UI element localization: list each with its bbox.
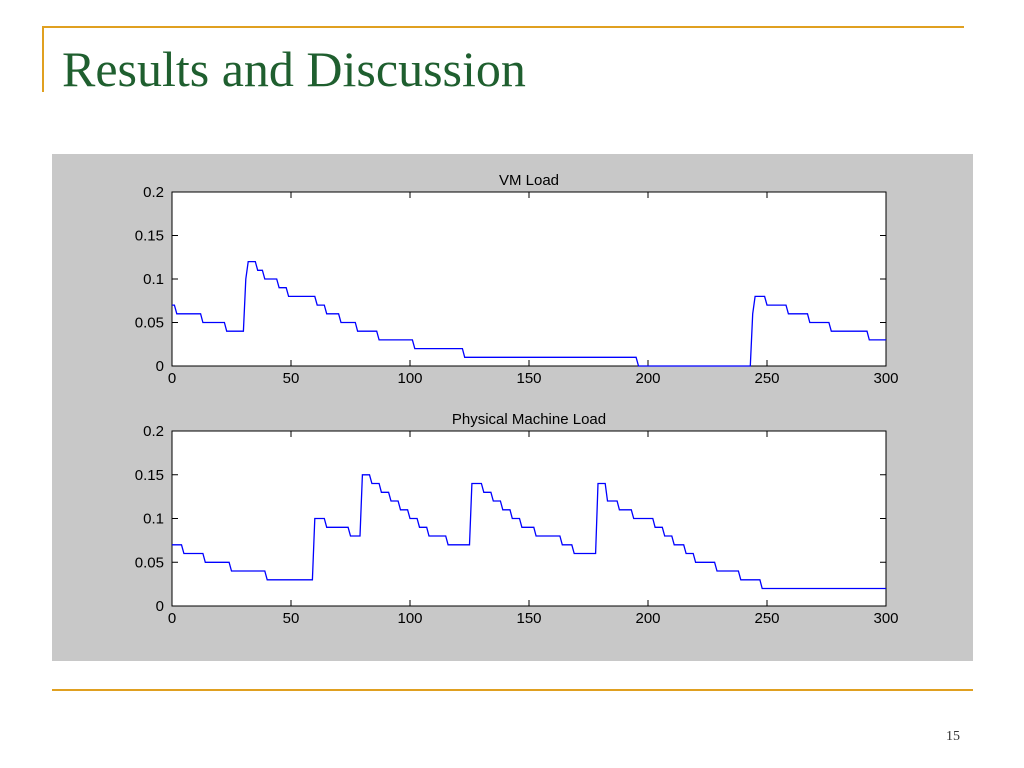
page-number: 15: [946, 729, 960, 744]
physical-machine-load-y-tick-label: 0.05: [135, 554, 164, 571]
physical-machine-load-x-tick-label: 100: [397, 610, 422, 627]
physical-machine-load-series-line: [172, 474, 886, 590]
vm-load-x-tick-label: 250: [754, 370, 779, 387]
physical-machine-load-y-tick-label: 0.2: [143, 423, 164, 440]
vm-load-y-tick-label: 0.15: [135, 228, 164, 245]
physical-machine-load-x-tick-label: 150: [516, 610, 541, 627]
physical-machine-load-x-tick-label: 0: [168, 610, 176, 627]
vm-load-x-tick-label: 300: [873, 370, 898, 387]
physical-machine-load-y-tick-label: 0: [156, 598, 164, 615]
vm-load-x-tick-label: 50: [283, 370, 300, 387]
vm-load-y-tick-label: 0.2: [143, 184, 164, 201]
vm-load-x-tick-label: 200: [635, 370, 660, 387]
left-accent-line: [42, 26, 44, 92]
vm-load-y-tick-label: 0: [156, 358, 164, 375]
vm-load-title: VM Load: [499, 172, 559, 189]
vm-load-series-line: [172, 260, 886, 367]
top-accent-line: [42, 26, 964, 28]
physical-machine-load-x-tick-label: 50: [283, 610, 300, 627]
physical-machine-load-plot-area: [171, 430, 887, 607]
bottom-accent-line: [52, 689, 973, 691]
chart-figure: VM Load 0 50 100 150 200 250 300 0 0.05 0.1 0.15 0.2…: [135, 172, 899, 627]
physical-machine-load-y-tick-label: 0.1: [143, 511, 164, 528]
physical-machine-load-x-tick-label: 200: [635, 610, 660, 627]
vm-load-x-tick-label: 100: [397, 370, 422, 387]
vm-load-x-tick-label: 0: [168, 370, 176, 387]
vm-load-x-tick-label: 150: [516, 370, 541, 387]
physical-machine-load-title: Physical Machine Load: [452, 411, 606, 428]
vm-load-plot-area: [171, 191, 887, 367]
vm-load-y-tick-label: 0.1: [143, 271, 164, 288]
physical-machine-load-x-tick-label: 250: [754, 610, 779, 627]
vm-load-y-tick-label: 0.05: [135, 315, 164, 332]
physical-machine-load-y-tick-label: 0.15: [135, 467, 164, 484]
figure-panel: VM Load 0 50 100 150 200 250 300 0 0.05 0.1 0.15 0.2…: [52, 154, 973, 661]
physical-machine-load-x-tick-label: 300: [873, 610, 898, 627]
slide-title: Results and Discussion: [62, 41, 526, 97]
